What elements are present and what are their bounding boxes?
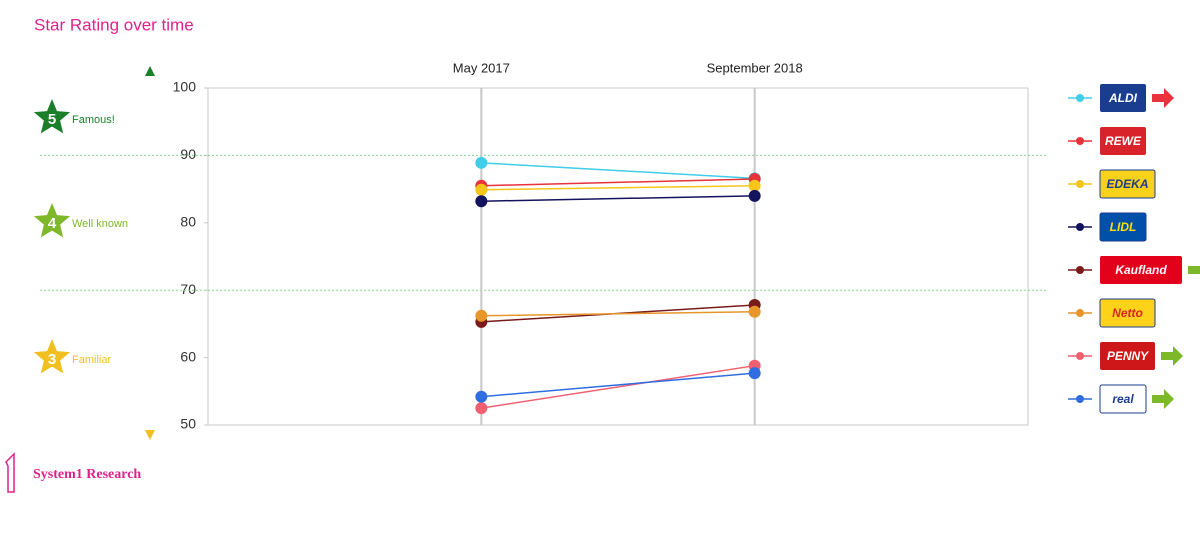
series-line (481, 162, 755, 180)
legend-label: real (1112, 392, 1134, 406)
y-tick-label: 90 (180, 146, 196, 162)
y-tick-label: 50 (180, 416, 196, 432)
footer-text: System1 Research (33, 467, 141, 482)
legend-logo (1099, 212, 1147, 242)
legend-logo (1100, 127, 1146, 155)
scale-arrow-head (145, 430, 155, 440)
legend-label: REWE (1105, 134, 1142, 148)
data-point (748, 367, 761, 380)
legend-marker (1076, 180, 1084, 188)
series-line (481, 184, 755, 191)
y-tick-label: 100 (173, 79, 197, 95)
data-point (475, 402, 488, 415)
data-point (475, 195, 488, 208)
legend-logo (1100, 256, 1182, 284)
rating-label: Familiar (72, 354, 111, 366)
rating-star (33, 203, 71, 238)
legend-label: EDEKA (1106, 177, 1148, 191)
footer-logo (5, 452, 15, 493)
legend-label: LIDL (1110, 220, 1137, 234)
data-point (475, 390, 488, 403)
legend-logo (1099, 169, 1156, 199)
legend-label: PENNY (1107, 349, 1149, 363)
legend-marker (1076, 395, 1084, 403)
series-line (481, 311, 755, 317)
data-point (748, 189, 761, 202)
legend-label: Kaufland (1115, 263, 1167, 277)
plot-frame (207, 87, 1029, 426)
series-line (481, 364, 755, 409)
x-tick-label: May 2017 (453, 60, 510, 75)
chart-title: Star Rating over time (34, 15, 194, 34)
y-tick-label: 80 (180, 214, 196, 230)
legend-marker (1076, 309, 1084, 317)
legend-arrow (1161, 346, 1183, 366)
legend-label: Netto (1112, 306, 1143, 320)
legend-marker (1076, 223, 1084, 231)
legend-marker (1076, 137, 1084, 145)
legend-logo (1099, 298, 1156, 328)
legend-logo (1100, 84, 1146, 112)
y-tick-label: 60 (180, 348, 196, 364)
legend-marker (1076, 94, 1084, 102)
rating-label: Well known (72, 218, 128, 230)
data-point (475, 183, 488, 196)
legend-logo (1099, 384, 1147, 414)
data-point (475, 309, 488, 322)
rating-number: 5 (48, 111, 56, 128)
x-tick-label: September 2018 (707, 60, 803, 75)
data-point (748, 305, 761, 318)
rating-label: Famous! (72, 114, 115, 126)
rating-star (33, 99, 71, 134)
y-tick-label: 70 (180, 281, 196, 297)
legend-logo (1100, 342, 1155, 370)
legend-marker (1076, 266, 1084, 274)
series-line (481, 372, 755, 398)
series-line (481, 195, 755, 202)
rating-number: 3 (48, 351, 56, 368)
rating-number: 4 (48, 215, 57, 232)
legend-label: ALDI (1108, 91, 1138, 105)
legend-arrow (1152, 389, 1174, 409)
rating-star (33, 339, 71, 374)
legend-arrow (1188, 260, 1200, 280)
series-line (481, 178, 755, 187)
data-point (748, 179, 761, 192)
legend-arrow (1152, 88, 1174, 108)
data-point (475, 156, 488, 169)
legend-marker (1076, 352, 1084, 360)
scale-arrow-head (145, 66, 155, 76)
